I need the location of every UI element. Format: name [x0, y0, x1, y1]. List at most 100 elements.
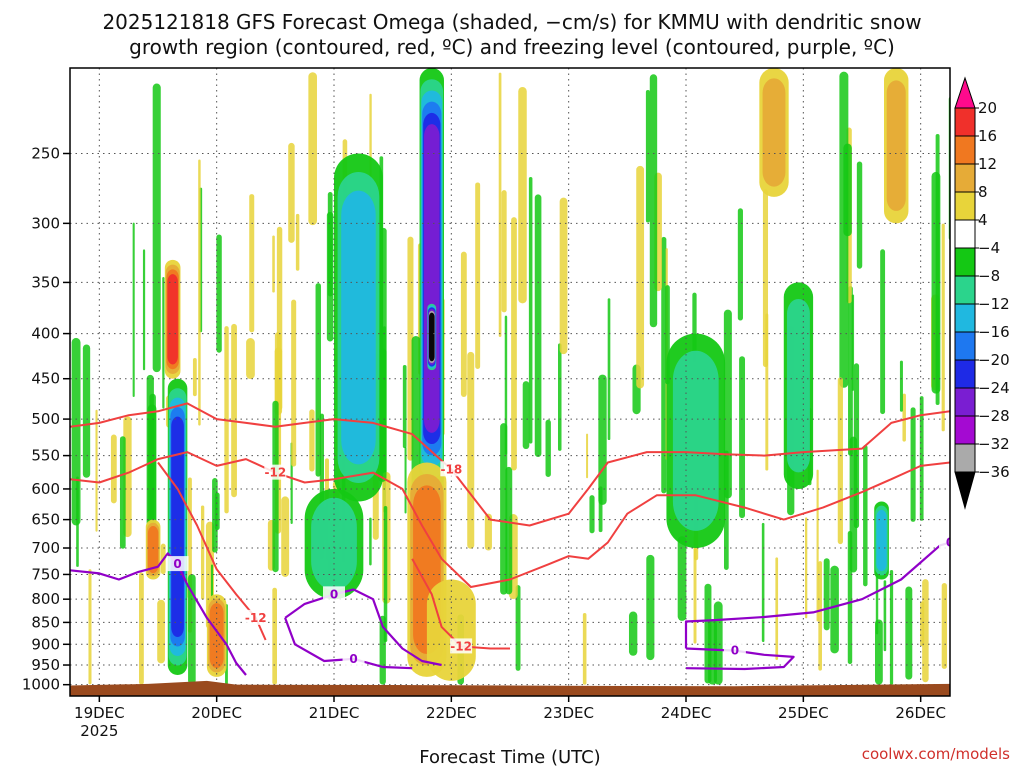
omega-streak [848, 286, 853, 456]
omega-streak [110, 434, 117, 504]
omega-streak [649, 74, 658, 328]
omega-streak [82, 344, 91, 478]
omega-streak [905, 586, 913, 680]
omega-streak [723, 450, 729, 570]
omega-streak [383, 506, 388, 643]
colorbar-segment [954, 247, 976, 277]
dgz-contour [70, 402, 950, 527]
y-tick-label: 350 [31, 273, 60, 291]
omega-streak [272, 235, 275, 293]
x-tick-label: 25DEC [778, 704, 829, 722]
omega-streak [188, 574, 196, 685]
omega-streak [693, 536, 697, 644]
omega-streak [880, 249, 886, 415]
omega-feature [762, 78, 786, 187]
omega-streak [818, 561, 822, 671]
omega-streak [157, 599, 165, 664]
omega-streak [636, 165, 645, 389]
omega-streak [249, 194, 255, 333]
omega-streak [142, 249, 146, 371]
omega-streak [315, 283, 321, 477]
omega-streak [598, 374, 607, 505]
colorbar-segment [954, 331, 976, 361]
omega-streak [899, 360, 903, 412]
omega-streak [308, 72, 317, 226]
omega-feature [672, 350, 719, 531]
contour-label: 0 [731, 644, 739, 658]
contour-label: 0 [173, 557, 181, 571]
contour-label: -12 [264, 466, 286, 480]
colorbar-label: 20 [978, 99, 997, 117]
contour-label-bg [939, 534, 950, 550]
y-tick-label: 250 [31, 144, 60, 162]
omega-streak [475, 182, 481, 369]
colorbar-segment [954, 359, 976, 389]
omega-streak [534, 194, 542, 457]
x-tick-sublabel: 2025 [80, 722, 118, 740]
omega-streak [902, 393, 906, 442]
terrain-ground [70, 680, 950, 696]
x-tick-label: 22DEC [426, 704, 477, 722]
y-tick-label: 600 [31, 480, 60, 498]
omega-feature [876, 509, 887, 572]
omega-streak [863, 445, 868, 587]
colorbar-label: −28 [978, 407, 1010, 425]
y-tick-label: 300 [31, 214, 60, 232]
omega-streak [661, 236, 667, 494]
y-tick-label: 650 [31, 511, 60, 529]
plot-frame [69, 67, 951, 697]
omega-streak [522, 381, 530, 450]
omega-streak [853, 363, 860, 529]
omega-streak [139, 572, 144, 685]
colorbar-label: −12 [978, 295, 1010, 313]
omega-streak [326, 211, 334, 342]
colorbar-label: −4 [978, 239, 1000, 257]
y-tick-label: 800 [31, 590, 60, 608]
omega-streak [628, 611, 638, 656]
omega-streak [402, 365, 407, 449]
y-tick-label: 700 [31, 539, 60, 557]
omega-feature [787, 298, 810, 473]
colorbar-label: 8 [978, 183, 988, 201]
omega-streak [545, 419, 551, 477]
omega-streak [847, 530, 853, 665]
omega-streak [805, 517, 808, 619]
y-tick-label: 1000 [22, 676, 60, 694]
omega-streak [147, 404, 157, 546]
omega-streak [272, 587, 277, 685]
omega-streak [404, 446, 407, 514]
omega-streak [737, 208, 743, 321]
omega-streak [761, 522, 765, 643]
omega-streak [775, 557, 779, 660]
contour-label: 0 [946, 535, 954, 549]
omega-streak [515, 585, 521, 671]
omega-streak [941, 583, 947, 669]
colorbar-segment [954, 387, 976, 417]
y-tick-label: 950 [31, 656, 60, 674]
omega-streak [919, 396, 924, 521]
colorbar-segment [954, 135, 976, 165]
contour-label-bg [342, 650, 365, 666]
omega-streak [889, 570, 894, 685]
omega-streak [152, 83, 161, 373]
omega-streak [281, 496, 290, 577]
watermark: coolwx.com/models [862, 745, 1010, 763]
x-tick-label: 24DEC [661, 704, 712, 722]
colorbar-label: −16 [978, 323, 1010, 341]
omega-streak [559, 197, 568, 355]
omega-streak [528, 176, 533, 444]
omega-feature [147, 526, 159, 574]
omega-streak [557, 343, 562, 451]
omega-streak [589, 495, 595, 534]
colorbar-label: −36 [978, 463, 1010, 481]
omega-streak [198, 159, 201, 426]
omega-streak [291, 299, 297, 467]
omega-streak [119, 436, 126, 549]
contour-label: -12 [245, 611, 267, 625]
chart-title-line1: 2025121818 GFS Forecast Omega (shaded, −… [102, 10, 921, 34]
omega-streak [500, 423, 508, 595]
omega-streak [95, 409, 98, 532]
colorbar-segment [954, 303, 976, 333]
chart-title-line2: growth region (contoured, red, ºC) and f… [129, 35, 895, 59]
colorbar: 20 16 12 8 4 −4 −8 −12 −16 −20 −24 −28 −32 −36 [954, 76, 1010, 510]
